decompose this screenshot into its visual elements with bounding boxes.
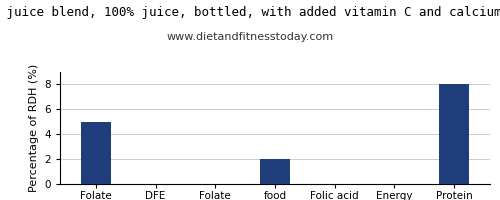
Text: ry juice blend, 100% juice, bottled, with added vitamin C and calcium p: ry juice blend, 100% juice, bottled, wit…: [0, 6, 500, 19]
Y-axis label: Percentage of RDH (%): Percentage of RDH (%): [29, 64, 39, 192]
Bar: [81, 122, 111, 184]
Bar: [439, 84, 469, 184]
Bar: [260, 159, 290, 184]
Text: www.dietandfitnesstoday.com: www.dietandfitnesstoday.com: [166, 32, 334, 42]
